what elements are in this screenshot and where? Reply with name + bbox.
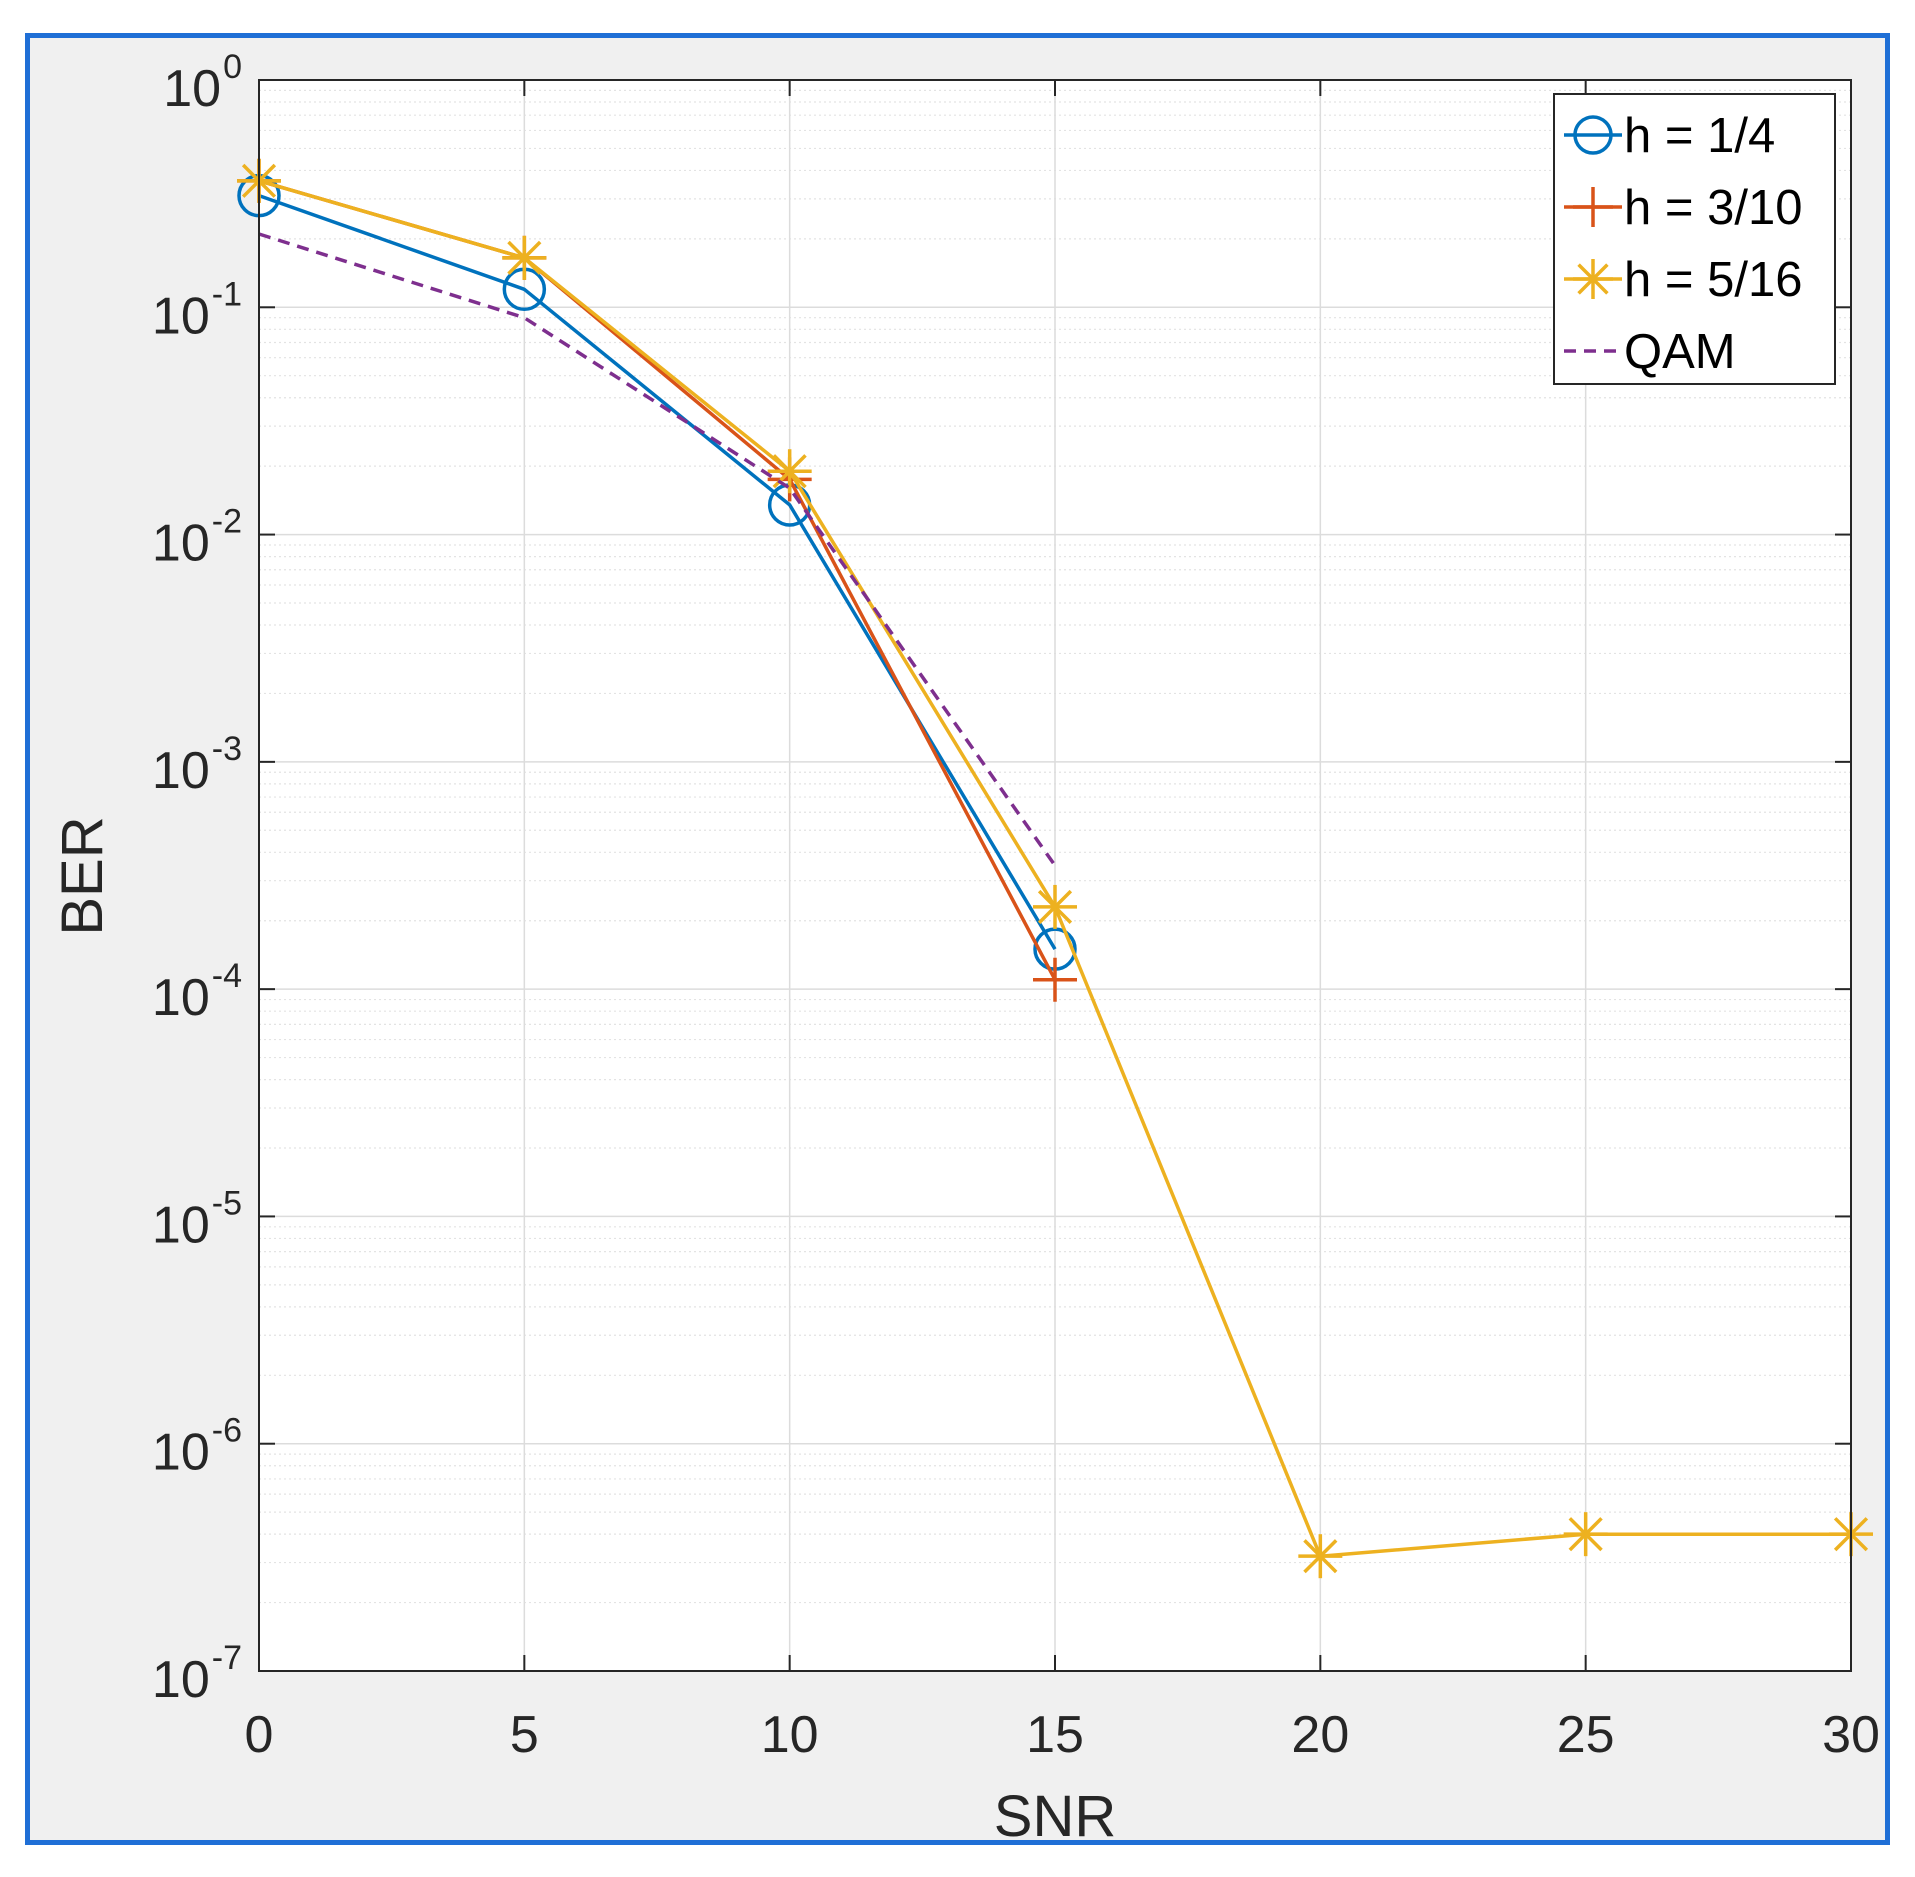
y-tick-exponent: -2 — [212, 503, 242, 541]
asterisk-marker-d2 — [507, 240, 542, 275]
y-tick-base: 10 — [152, 1651, 210, 1709]
asterisk-marker — [502, 235, 547, 280]
legend-entry: h = 5/16 — [1564, 253, 1802, 307]
y-tick-base: 10 — [152, 1424, 210, 1482]
y-tick-base: 10 — [152, 515, 210, 573]
y-tick-exponent: -4 — [212, 957, 242, 995]
x-tick-label: 25 — [1557, 1706, 1615, 1764]
legend-label: QAM — [1624, 325, 1736, 379]
asterisk-marker-d2 — [1303, 1539, 1338, 1574]
asterisk-marker-d2 — [1568, 1517, 1603, 1552]
ticks: 0 5 10 15 20 25 30010-110-210-310-410-510-610-… — [152, 48, 1880, 1764]
asterisk-marker-d2 — [1037, 889, 1073, 925]
x-tick-label: 30 — [1822, 1706, 1880, 1764]
asterisk-marker — [1033, 884, 1077, 929]
circle-marker — [1573, 115, 1613, 155]
y-tick-exponent: -5 — [212, 1184, 242, 1222]
y-tick-exponent: -6 — [212, 1412, 242, 1450]
y-tick-exponent: 0 — [223, 48, 242, 86]
legend-entry: QAM — [1564, 325, 1736, 379]
asterisk-marker — [767, 449, 812, 494]
x-tick-label: 0 — [245, 1706, 274, 1764]
y-tick-base: 10 — [152, 1196, 210, 1254]
x-tick-label: 10 — [761, 1706, 819, 1764]
legend-entry: h = 3/10 — [1564, 181, 1802, 235]
plus-marker — [1573, 187, 1613, 227]
legend-box — [1553, 93, 1836, 385]
y-tick-exponent: -1 — [212, 275, 242, 313]
circle-marker-shape — [1573, 115, 1613, 155]
asterisk-marker — [1298, 1534, 1343, 1579]
x-tick-label: 20 — [1291, 1706, 1349, 1764]
y-tick-base: 10 — [152, 287, 210, 345]
series-line — [258, 232, 1057, 867]
x-tick-label: 5 — [510, 1706, 539, 1764]
y-tick-exponent: -3 — [212, 730, 242, 768]
plus-marker — [1033, 957, 1077, 1002]
asterisk-marker-d2 — [1577, 263, 1609, 295]
legend: h = 1/4 h = 3/10 h = 5/16 QAM — [1553, 93, 1836, 385]
asterisk-marker — [1563, 1512, 1608, 1557]
series-4 — [258, 232, 1057, 867]
y-tick-base: 10 — [152, 969, 210, 1027]
y-tick-base: 10 — [152, 742, 210, 800]
legend-label: h = 1/4 — [1624, 109, 1775, 163]
legend-entry: h = 1/4 — [1564, 109, 1775, 163]
legend-label: h = 5/16 — [1624, 253, 1802, 307]
legend-label: h = 3/10 — [1624, 181, 1802, 235]
y-axis-label: BER — [50, 816, 115, 935]
y-tick-exponent: -7 — [212, 1639, 242, 1677]
y-tick-base: 10 — [163, 60, 221, 118]
asterisk-marker — [1573, 259, 1613, 299]
x-tick-label: 15 — [1026, 1706, 1084, 1764]
x-axis-label: SNR — [994, 1784, 1116, 1849]
